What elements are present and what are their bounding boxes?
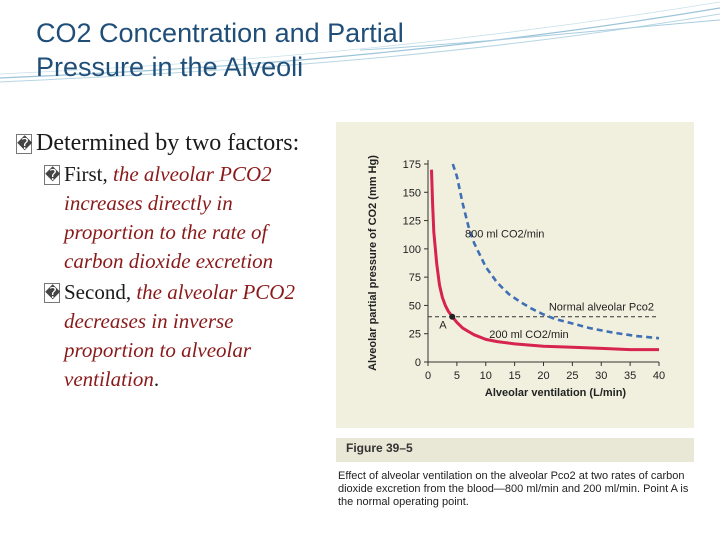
figure-label: Figure 39–5 bbox=[346, 441, 413, 455]
x-tick-label: 25 bbox=[566, 370, 578, 382]
x-tick-label: 0 bbox=[425, 370, 431, 382]
slide-title: CO2 Concentration and Partial Pressure i… bbox=[36, 16, 506, 84]
bullet-list: � Determined by two factors: � First, th… bbox=[16, 128, 326, 394]
sub-bullet-tail: . bbox=[153, 367, 160, 391]
x-tick-label: 15 bbox=[509, 370, 521, 382]
textbook-figure: 0 25 50 75 100 125 150 175 0 5 10 15 20 25 30 35 40 Alveo… bbox=[334, 120, 694, 512]
bullet-glyph-icon: � bbox=[44, 283, 61, 303]
x-tick-label: 5 bbox=[454, 370, 460, 382]
sub-bullet-italic: the alveolar PCO2 increases directly in … bbox=[64, 162, 274, 273]
sub-bullet-italic: the alveolar PCO2 decreases in inverse p… bbox=[64, 280, 295, 391]
bullet-glyph-icon: � bbox=[16, 134, 33, 154]
x-tick-label: 30 bbox=[595, 370, 607, 382]
x-tick-label: 40 bbox=[653, 370, 665, 382]
x-tick-label: 20 bbox=[537, 370, 549, 382]
series-label-800: 800 ml CO2/min bbox=[465, 229, 544, 241]
sub-bullet-first: � First, the alveolar PCO2 increases dir… bbox=[16, 160, 326, 276]
y-tick-label: 125 bbox=[403, 216, 421, 228]
point-a-label: A bbox=[439, 320, 447, 332]
x-tick-label: 35 bbox=[624, 370, 636, 382]
y-tick-label: 50 bbox=[409, 300, 421, 312]
y-tick-label: 100 bbox=[403, 244, 421, 256]
chart-panel: 0 25 50 75 100 125 150 175 0 5 10 15 20 25 30 35 40 Alveo… bbox=[336, 122, 694, 428]
bullet-main: � Determined by two factors: bbox=[16, 128, 326, 158]
series-line-800 bbox=[451, 163, 660, 340]
slide-title-line-1: CO2 Concentration and Partial bbox=[36, 18, 404, 48]
x-axis-label: Alveolar ventilation (L/min) bbox=[485, 387, 627, 399]
header-swoosh-decoration bbox=[0, 1, 720, 83]
figure-label-bar: Figure 39–5 bbox=[336, 438, 694, 462]
co2-ventilation-chart: 0 25 50 75 100 125 150 175 0 5 10 15 20 25 30 35 40 Alveo… bbox=[367, 155, 665, 399]
x-tick-label: 10 bbox=[480, 370, 492, 382]
series-line-200 bbox=[430, 169, 659, 352]
y-axis-label: Alveolar partial pressure of CO2 (mm Hg) bbox=[367, 155, 379, 371]
y-tick-label: 175 bbox=[403, 159, 421, 171]
slide-title-line-2: Pressure in the Alveoli bbox=[36, 52, 304, 82]
y-tick-label: 0 bbox=[415, 357, 421, 369]
sub-bullet-lead: Second, bbox=[64, 280, 137, 304]
sub-bullet-lead: First, bbox=[64, 162, 114, 186]
sub-bullet-second: � Second, the alveolar PCO2 decreases in… bbox=[16, 278, 326, 394]
series-label-200: 200 ml CO2/min bbox=[489, 329, 568, 341]
bullet-glyph-icon: � bbox=[44, 165, 61, 185]
point-a-marker bbox=[449, 313, 456, 320]
bullet-main-text: Determined by two factors: bbox=[36, 130, 300, 156]
y-tick-label: 150 bbox=[403, 187, 421, 199]
reference-line-label: Normal alveolar Pco2 bbox=[549, 302, 654, 314]
y-tick-label: 25 bbox=[409, 329, 421, 341]
y-tick-label: 75 bbox=[409, 272, 421, 284]
figure-caption: Effect of alveolar ventilation on the al… bbox=[338, 470, 689, 508]
